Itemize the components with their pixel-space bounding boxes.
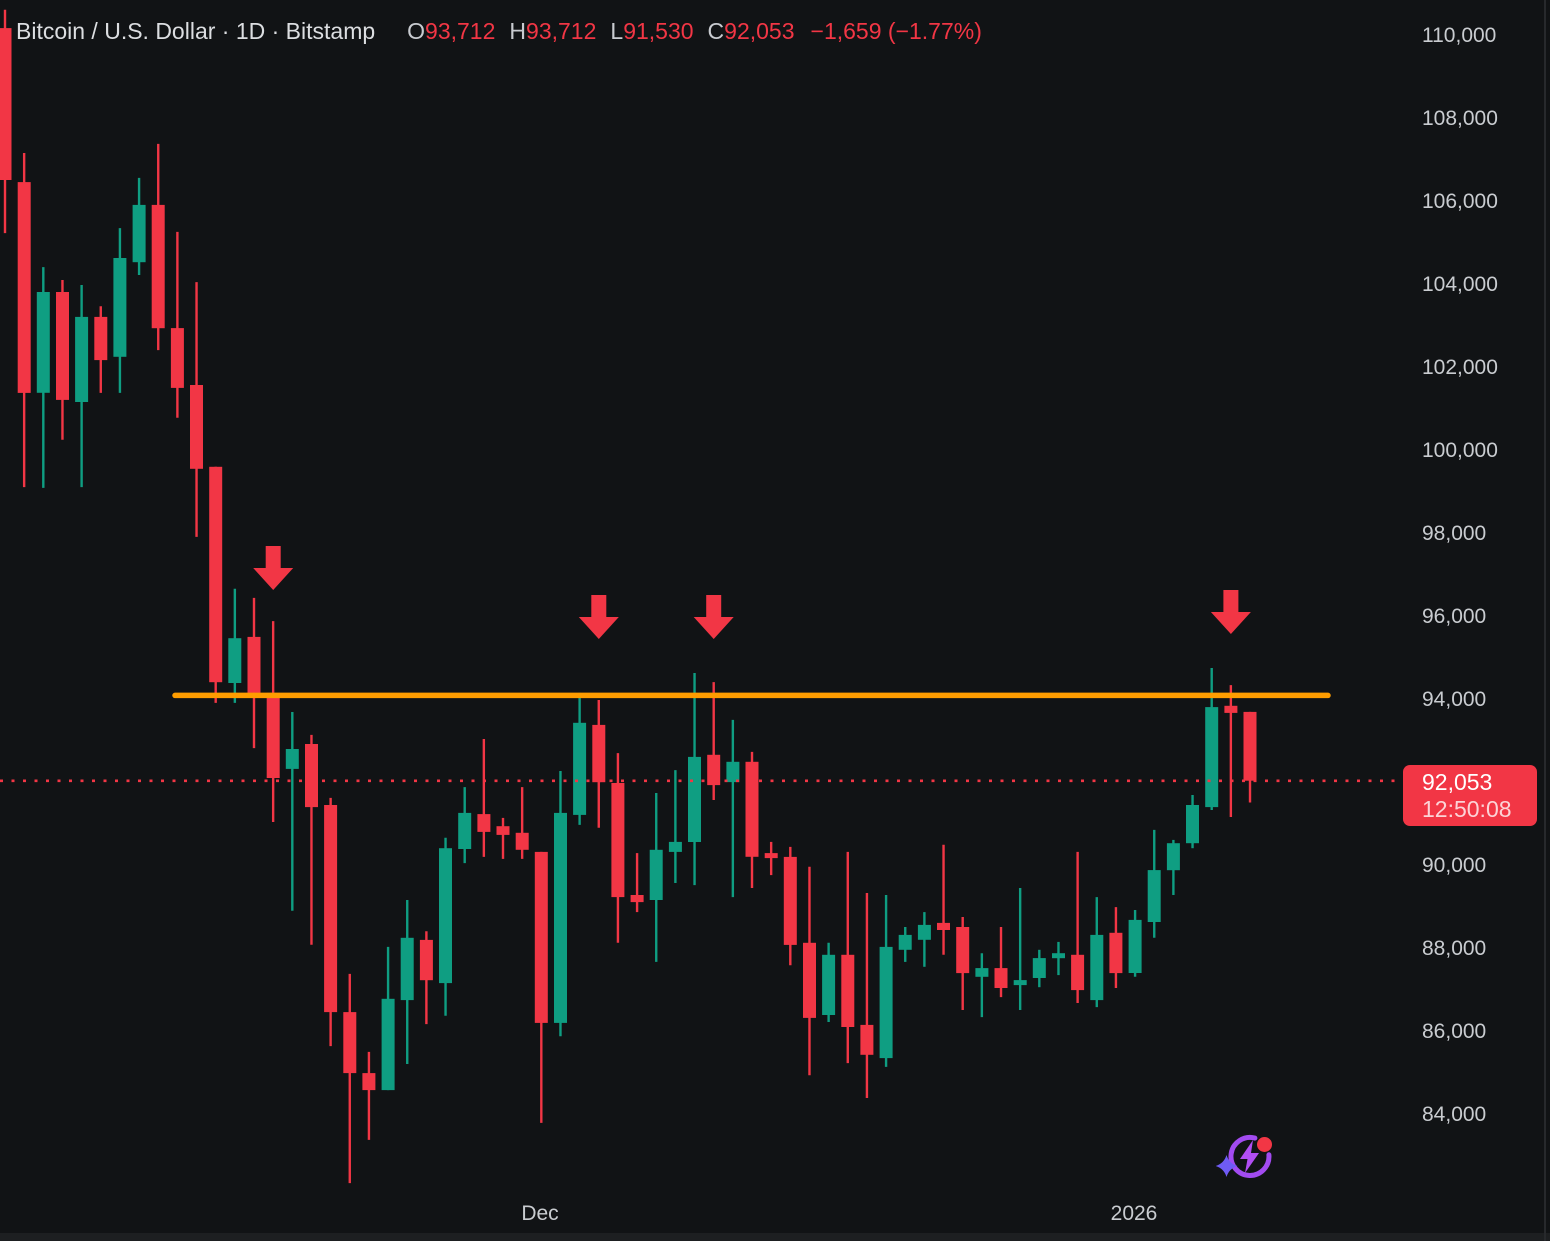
candle-body: [285, 749, 299, 769]
candle-body: [170, 328, 184, 388]
candle-body: [956, 927, 970, 974]
candle-body: [726, 761, 740, 783]
symbol-title[interactable]: Bitcoin / U.S. Dollar · 1D · Bitstamp: [16, 18, 376, 44]
candle-body: [324, 805, 338, 1013]
candle-body: [419, 939, 433, 981]
candle-body: [75, 316, 89, 402]
sparkle-icon: [1216, 1155, 1238, 1177]
candle-body: [151, 204, 165, 329]
candle-body: [362, 1073, 376, 1091]
candle-body: [975, 968, 989, 977]
candle-body: [247, 636, 261, 693]
last-price-label[interactable]: 92,053 12:50:08: [1403, 764, 1537, 826]
down-arrow-marker[interactable]: [693, 595, 734, 639]
candle-body: [649, 849, 663, 900]
candle-body: [917, 924, 931, 940]
candle-body: [1032, 958, 1046, 978]
candle-body: [1224, 705, 1238, 713]
candle-body: [592, 724, 606, 783]
candle-body: [381, 998, 395, 1091]
candle-body: [822, 954, 836, 1015]
candle-body: [1166, 843, 1180, 871]
ohlc-open-key: O: [407, 18, 426, 44]
candle-body: [764, 853, 778, 859]
ohlc-close-key: C: [707, 18, 725, 44]
candle-body: [688, 756, 701, 842]
ohlc-high-value: 93,712: [526, 18, 597, 44]
candle-body: [994, 968, 1008, 988]
candle-body: [1243, 711, 1257, 781]
candle-body: [1205, 707, 1219, 808]
candle-body: [1052, 953, 1065, 959]
candle-body: [228, 638, 242, 683]
candle-body: [668, 841, 682, 852]
last-price-value: 92,053: [1422, 768, 1493, 795]
candle-body: [803, 942, 816, 1018]
candle-body: [554, 812, 567, 1023]
candle-body: [630, 895, 644, 903]
candle-body: [1090, 934, 1104, 1001]
candle-body: [496, 826, 510, 835]
down-arrow-marker[interactable]: [253, 546, 294, 590]
candle-body: [1128, 919, 1142, 973]
logo-red-dot: [1257, 1137, 1272, 1152]
candle-body: [305, 744, 318, 808]
candle-body: [841, 954, 855, 1027]
ohlc-low-value: 91,530: [623, 18, 694, 44]
candle-body: [783, 856, 797, 945]
candle-body: [458, 812, 472, 849]
ohlc-high-key: H: [509, 18, 527, 44]
candle-body: [515, 832, 529, 850]
candle-body: [36, 292, 50, 393]
ohlc-open-value: 93,712: [425, 18, 496, 44]
x-axis-label: 2026: [1110, 1202, 1158, 1225]
x-axis-label: Dec: [521, 1202, 559, 1225]
down-arrow-marker[interactable]: [1210, 590, 1251, 634]
candle-body: [266, 692, 280, 778]
lightning-bolt-icon: [1240, 1140, 1259, 1173]
time-axis-divider: [0, 1233, 1550, 1241]
candle-body: [56, 292, 69, 400]
candle-body: [132, 204, 146, 263]
bar-countdown: 12:50:08: [1422, 795, 1512, 822]
candle-body: [573, 722, 587, 815]
candle-body: [17, 182, 31, 393]
ohlc-close-value: 92,053: [724, 18, 795, 44]
ai-assistant-logo[interactable]: [1216, 1126, 1280, 1190]
candle-body: [0, 28, 12, 180]
candle-body: [343, 1012, 357, 1074]
candle-body: [1109, 932, 1123, 974]
candle-body: [534, 851, 548, 1023]
candle-body: [879, 946, 893, 1059]
candle-body: [1071, 954, 1085, 991]
candle-body: [1186, 805, 1199, 844]
candle-body: [439, 848, 452, 984]
candle-body: [611, 783, 625, 898]
candle-body: [745, 761, 759, 857]
candle-body: [190, 385, 203, 469]
logo-circle-arc: [1228, 1135, 1272, 1178]
candle-body: [860, 1024, 874, 1055]
price-change: −1,659 (−1.77%): [810, 18, 982, 44]
candle-body: [400, 937, 414, 1001]
ohlc-low-key: L: [610, 18, 624, 44]
candle-body: [898, 934, 912, 950]
window-right-edge: [1544, 0, 1546, 1241]
down-arrow-marker[interactable]: [578, 595, 619, 639]
candle-body: [113, 258, 127, 357]
candle-body: [209, 466, 223, 683]
chart-legend[interactable]: Bitcoin / U.S. Dollar · 1D · Bitstamp O …: [16, 18, 982, 45]
candle-body: [937, 922, 950, 930]
candle-body: [707, 754, 721, 786]
candle-body: [1013, 980, 1027, 986]
candle-body: [94, 316, 108, 361]
candle-body: [477, 814, 491, 832]
candle-body: [1147, 870, 1161, 922]
